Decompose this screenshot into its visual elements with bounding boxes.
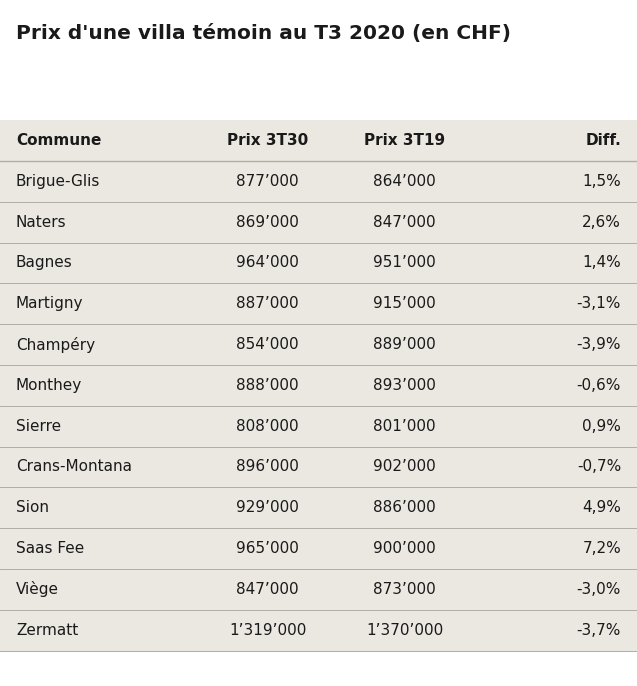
Text: Monthey: Monthey	[16, 378, 82, 393]
Text: Saas Fee: Saas Fee	[16, 541, 84, 556]
Text: 7,2%: 7,2%	[582, 541, 621, 556]
Text: Champéry: Champéry	[16, 337, 95, 353]
Text: Viège: Viège	[16, 582, 59, 598]
Text: Martigny: Martigny	[16, 296, 83, 311]
Text: 873’000: 873’000	[373, 582, 436, 597]
Text: 893’000: 893’000	[373, 378, 436, 393]
Text: 847’000: 847’000	[373, 215, 436, 230]
Text: 1’319’000: 1’319’000	[229, 623, 306, 638]
Text: Prix d'une villa témoin au T3 2020 (en CHF): Prix d'une villa témoin au T3 2020 (en C…	[16, 24, 511, 43]
Text: 902’000: 902’000	[373, 460, 436, 475]
Text: 896’000: 896’000	[236, 460, 299, 475]
Text: 1,5%: 1,5%	[582, 174, 621, 189]
Text: 1’370’000: 1’370’000	[366, 623, 443, 638]
Text: 964’000: 964’000	[236, 255, 299, 270]
Text: Prix 3T19: Prix 3T19	[364, 133, 445, 148]
Text: 869’000: 869’000	[236, 215, 299, 230]
Text: -0,6%: -0,6%	[576, 378, 621, 393]
Text: 951’000: 951’000	[373, 255, 436, 270]
Text: 915’000: 915’000	[373, 296, 436, 311]
Text: Sion: Sion	[16, 500, 49, 515]
Text: 888’000: 888’000	[236, 378, 299, 393]
Text: 889’000: 889’000	[373, 337, 436, 352]
Text: 864’000: 864’000	[373, 174, 436, 189]
Text: Prix 3T30: Prix 3T30	[227, 133, 308, 148]
Text: Diff.: Diff.	[585, 133, 621, 148]
Text: 900’000: 900’000	[373, 541, 436, 556]
Text: 877’000: 877’000	[236, 174, 299, 189]
Text: 808’000: 808’000	[236, 418, 299, 434]
Text: 0,9%: 0,9%	[582, 418, 621, 434]
Text: Sierre: Sierre	[16, 418, 61, 434]
Text: -3,1%: -3,1%	[576, 296, 621, 311]
Text: 854’000: 854’000	[236, 337, 299, 352]
Text: 4,9%: 4,9%	[582, 500, 621, 515]
Text: Zermatt: Zermatt	[16, 623, 78, 638]
Text: 886’000: 886’000	[373, 500, 436, 515]
Text: 801’000: 801’000	[373, 418, 436, 434]
Text: Brigue-Glis: Brigue-Glis	[16, 174, 100, 189]
Text: Commune: Commune	[16, 133, 101, 148]
Text: 965’000: 965’000	[236, 541, 299, 556]
Text: -0,7%: -0,7%	[577, 460, 621, 475]
Bar	[0, 120, 637, 650]
Text: Naters: Naters	[16, 215, 66, 230]
Text: 847’000: 847’000	[236, 582, 299, 597]
Text: Bagnes: Bagnes	[16, 255, 73, 270]
Text: 2,6%: 2,6%	[582, 215, 621, 230]
Text: 1,4%: 1,4%	[582, 255, 621, 270]
Text: 887’000: 887’000	[236, 296, 299, 311]
Text: 929’000: 929’000	[236, 500, 299, 515]
Text: -3,7%: -3,7%	[576, 623, 621, 638]
Text: -3,0%: -3,0%	[576, 582, 621, 597]
Text: Crans-Montana: Crans-Montana	[16, 460, 132, 475]
Text: -3,9%: -3,9%	[576, 337, 621, 352]
